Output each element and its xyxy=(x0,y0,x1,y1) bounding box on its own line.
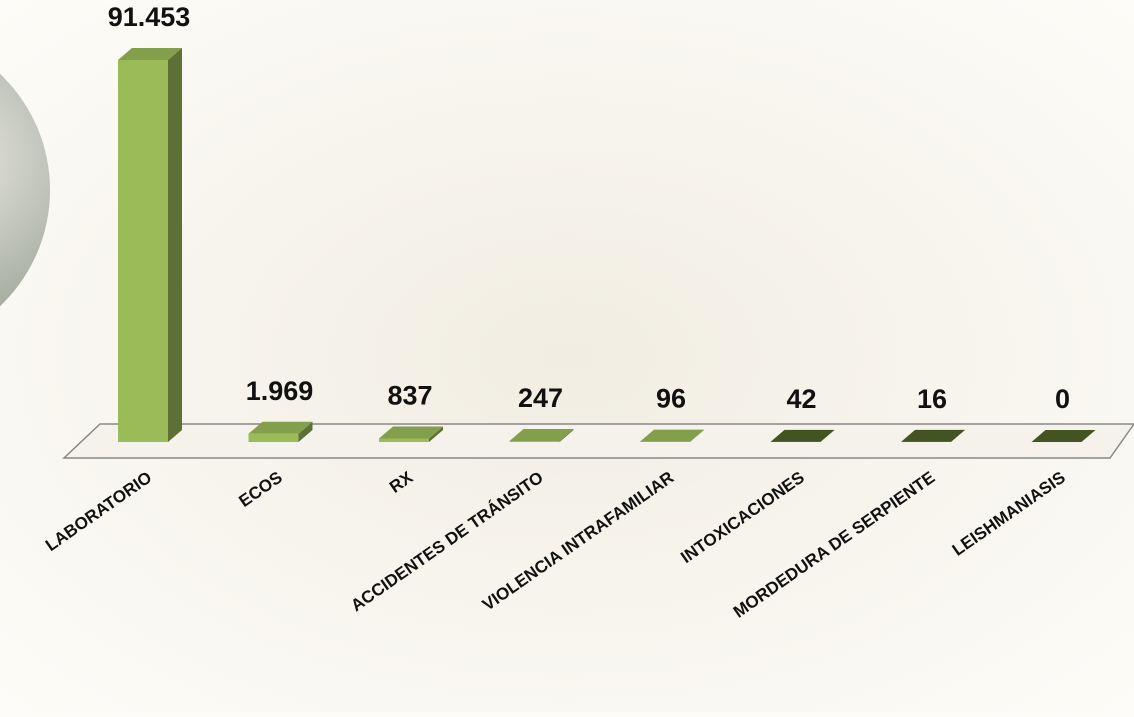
floor xyxy=(64,424,1134,458)
bar xyxy=(379,439,429,442)
value-label: 91.453 xyxy=(108,2,191,32)
value-label: 16 xyxy=(917,384,947,414)
value-label: 837 xyxy=(387,381,432,411)
bar xyxy=(118,60,168,442)
value-label: 0 xyxy=(1055,384,1070,414)
value-label: 247 xyxy=(518,383,563,413)
bar-side xyxy=(168,48,182,442)
value-label: 96 xyxy=(656,384,686,414)
bar xyxy=(249,434,299,442)
bar xyxy=(510,441,560,442)
value-label: 1.969 xyxy=(246,376,314,406)
value-label: 42 xyxy=(786,384,816,414)
